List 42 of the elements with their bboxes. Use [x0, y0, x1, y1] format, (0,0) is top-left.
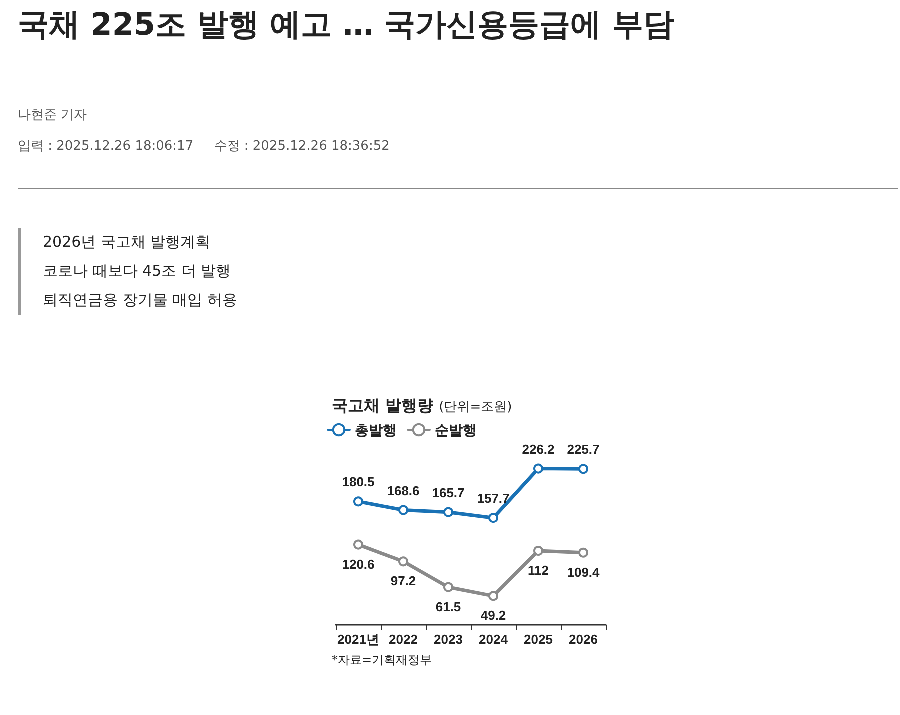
- point: [444, 507, 454, 518]
- x-tick-label: 2023: [434, 632, 463, 647]
- text: 나현준 기자: [18, 107, 88, 124]
- data-label: 112: [528, 563, 549, 578]
- legend-label: 순발행: [435, 422, 477, 438]
- point: [578, 548, 588, 558]
- data-label: 49.2: [480, 608, 506, 624]
- point: [488, 513, 498, 524]
- text: 2026년 국고채 발행계획: [43, 232, 212, 253]
- point: [444, 582, 454, 592]
- data-label: 120.6: [342, 556, 375, 572]
- text: (단위=조원): [439, 400, 512, 415]
- x-tick-label: 2026: [569, 632, 598, 647]
- point: [488, 591, 498, 602]
- point: [354, 496, 364, 507]
- data-label: 226.2: [522, 442, 555, 457]
- data-label: 180.5: [342, 474, 375, 490]
- x-tick-label: 2024: [479, 632, 509, 647]
- text: 퇴직연금용 장기물 매입 허용: [43, 290, 238, 311]
- data-label: 97.2: [390, 574, 416, 589]
- text: 입력 : 2025.12.26 18:06:17: [18, 139, 194, 154]
- text: 코로나 때보다 45조 더 발행: [43, 261, 232, 282]
- point: [534, 546, 544, 556]
- data-label: 109.4: [567, 564, 601, 580]
- point: [578, 464, 588, 474]
- data-label: 225.7: [567, 442, 600, 458]
- chart-subtitle: 국고채 발행량: [332, 396, 434, 415]
- data-label: 157.7: [477, 491, 510, 506]
- text: 수정 : 2025.12.26 18:36:52: [214, 139, 390, 154]
- point: [398, 505, 408, 516]
- point: [354, 540, 364, 550]
- x-tick-label: 2025: [524, 632, 553, 647]
- data-label: 168.6: [387, 483, 420, 498]
- x-tick-label: 2021년: [338, 632, 380, 647]
- data-label: 61.5: [436, 599, 462, 614]
- legend-label: 총발행: [355, 422, 397, 438]
- x-tick-label: 2022: [389, 632, 418, 647]
- data-label: 165.7: [432, 485, 465, 500]
- chart-title: 국채 225조 발행 예고 … 국가신용등급에 부담: [18, 6, 674, 45]
- text: *자료=기획재정부: [332, 652, 432, 669]
- point: [534, 464, 544, 474]
- point: [398, 556, 408, 567]
